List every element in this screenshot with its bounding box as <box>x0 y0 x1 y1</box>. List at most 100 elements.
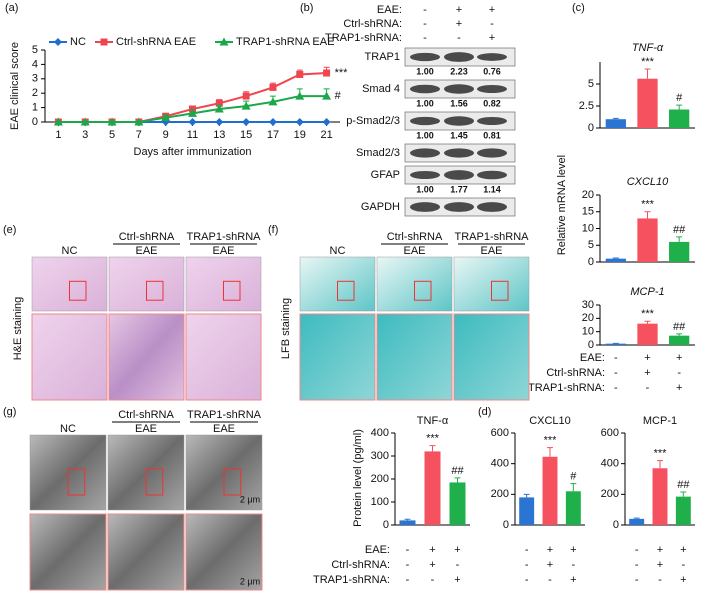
significance-label: *** <box>641 308 655 320</box>
panel-label: (a) <box>5 2 18 14</box>
panel-label: (g) <box>3 406 16 418</box>
y-tick-label: 200 <box>371 473 389 485</box>
chart-title: MCP-1 <box>630 286 664 298</box>
y-tick-label: 1 <box>32 102 38 114</box>
condition-sign: - <box>614 382 618 394</box>
chart-title: TNF-α <box>417 415 449 427</box>
bar <box>542 456 558 525</box>
error-bar <box>570 483 577 492</box>
legend-label: TRAP1-shRNA EAE <box>236 36 334 48</box>
condition-sign: + <box>489 4 495 16</box>
zoom-box <box>146 280 164 301</box>
y-tick-label: 4 <box>32 58 38 70</box>
chart-title: TNF-α <box>632 42 664 54</box>
column-label: NC <box>62 245 78 257</box>
scale-label: 2 μm <box>240 494 260 504</box>
y-tick-label: 300 <box>371 450 389 462</box>
blot-band <box>444 116 474 126</box>
band-quant: 1.77 <box>450 184 468 194</box>
blot-band <box>477 148 507 158</box>
column-label: EAE <box>135 245 157 257</box>
panel-label: (f) <box>268 224 278 236</box>
legend-marker <box>219 37 229 46</box>
marker <box>241 101 251 110</box>
y-tick-label: 0 <box>588 122 594 134</box>
y-tick-label: 10 <box>582 326 594 338</box>
condition-sign: + <box>456 4 462 16</box>
blot-band <box>444 52 474 62</box>
micrograph-zoom <box>453 313 530 401</box>
condition-sign: - <box>525 544 529 556</box>
marker <box>188 108 197 117</box>
column-label: NC <box>60 423 76 435</box>
condition-sign: - <box>423 18 427 30</box>
condition-sign: - <box>406 559 410 571</box>
marker <box>80 117 90 126</box>
bar <box>637 323 658 345</box>
condition-sign: + <box>456 18 462 30</box>
condition-sign: - <box>406 544 410 556</box>
blot-band <box>477 53 507 61</box>
y-tick-label: 0 <box>32 116 38 128</box>
condition-sign: - <box>571 559 575 571</box>
condition-label: EAE: <box>365 544 390 556</box>
significance-label: *** <box>654 448 668 460</box>
bar <box>605 258 626 262</box>
error-bar <box>404 518 411 521</box>
condition-sign: - <box>525 559 529 571</box>
panel-label: (b) <box>300 2 313 14</box>
band-quant: 1.45 <box>450 130 468 140</box>
micrograph-zoom <box>185 313 262 401</box>
error-bar <box>657 460 663 469</box>
condition-label: Ctrl-shRNA: <box>546 367 605 379</box>
condition-sign: + <box>680 544 686 556</box>
marker <box>134 117 144 126</box>
legend-label: NC <box>70 36 86 48</box>
group-label: Ctrl-shRNA <box>119 231 175 243</box>
y-tick-label: 0 <box>503 519 509 531</box>
condition-sign: + <box>454 544 460 556</box>
column-label: EAE <box>213 423 235 435</box>
significance-label: # <box>335 90 342 102</box>
condition-label: Ctrl-shRNA: <box>331 559 390 571</box>
condition-sign: - <box>614 367 618 379</box>
condition-label: EAE: <box>580 352 605 364</box>
significance-label: *** <box>544 434 558 446</box>
zoom-box <box>414 280 432 301</box>
band-label: TRAP1 <box>365 51 400 63</box>
band-label: Smad 4 <box>362 83 400 95</box>
error-bar <box>429 445 436 452</box>
condition-sign: - <box>423 32 427 44</box>
significance-label: ## <box>673 224 686 236</box>
column-label: EAE <box>403 245 425 257</box>
condition-sign: + <box>644 367 650 379</box>
marker <box>322 91 332 100</box>
bar <box>629 518 645 525</box>
condition-sign: - <box>548 574 552 586</box>
legend-label: Ctrl-shRNA EAE <box>116 36 196 48</box>
y-tick-label: 3 <box>32 73 38 85</box>
y-tick-label: 2.5 <box>579 100 594 112</box>
condition-sign: + <box>547 544 553 556</box>
y-tick-label: 5 <box>588 239 594 251</box>
band-quant: 1.00 <box>416 66 434 76</box>
group-label: TRAP1-shRNA <box>455 231 530 243</box>
x-tick-label: 1 <box>55 129 61 141</box>
group-label: Ctrl-shRNA <box>118 409 174 421</box>
marker <box>53 117 63 126</box>
side-label: LFB staining <box>280 298 292 359</box>
condition-sign: + <box>547 559 553 571</box>
marker <box>269 83 277 91</box>
significance-label: *** <box>426 433 440 445</box>
micrograph-zoom <box>31 313 108 401</box>
condition-sign: + <box>429 544 435 556</box>
condition-label: Ctrl-shRNA: <box>343 18 402 30</box>
y-tick-label: 600 <box>601 427 619 439</box>
error-bar <box>612 117 619 120</box>
group-label: TRAP1-shRNA <box>187 231 262 243</box>
marker <box>295 91 305 100</box>
column-label: EAE <box>135 423 157 435</box>
zoom-box <box>491 280 509 301</box>
blot-band <box>410 202 440 212</box>
error-bar <box>454 477 461 483</box>
